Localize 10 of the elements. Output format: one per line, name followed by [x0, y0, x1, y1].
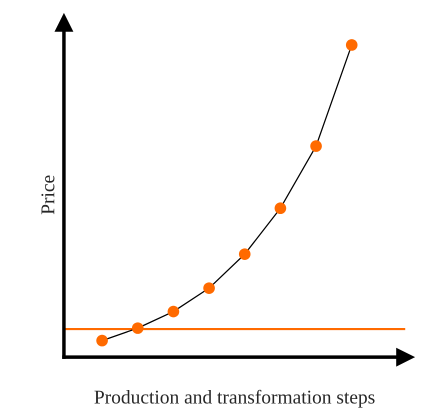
point [238, 248, 251, 260]
x-axis-title: Production and transformation steps [94, 390, 375, 408]
point [168, 306, 180, 318]
point [346, 39, 358, 51]
point [203, 282, 215, 294]
point [274, 202, 286, 214]
point [310, 140, 322, 152]
point [132, 322, 144, 334]
point [96, 334, 108, 346]
y-axis-title: Price [41, 176, 54, 214]
